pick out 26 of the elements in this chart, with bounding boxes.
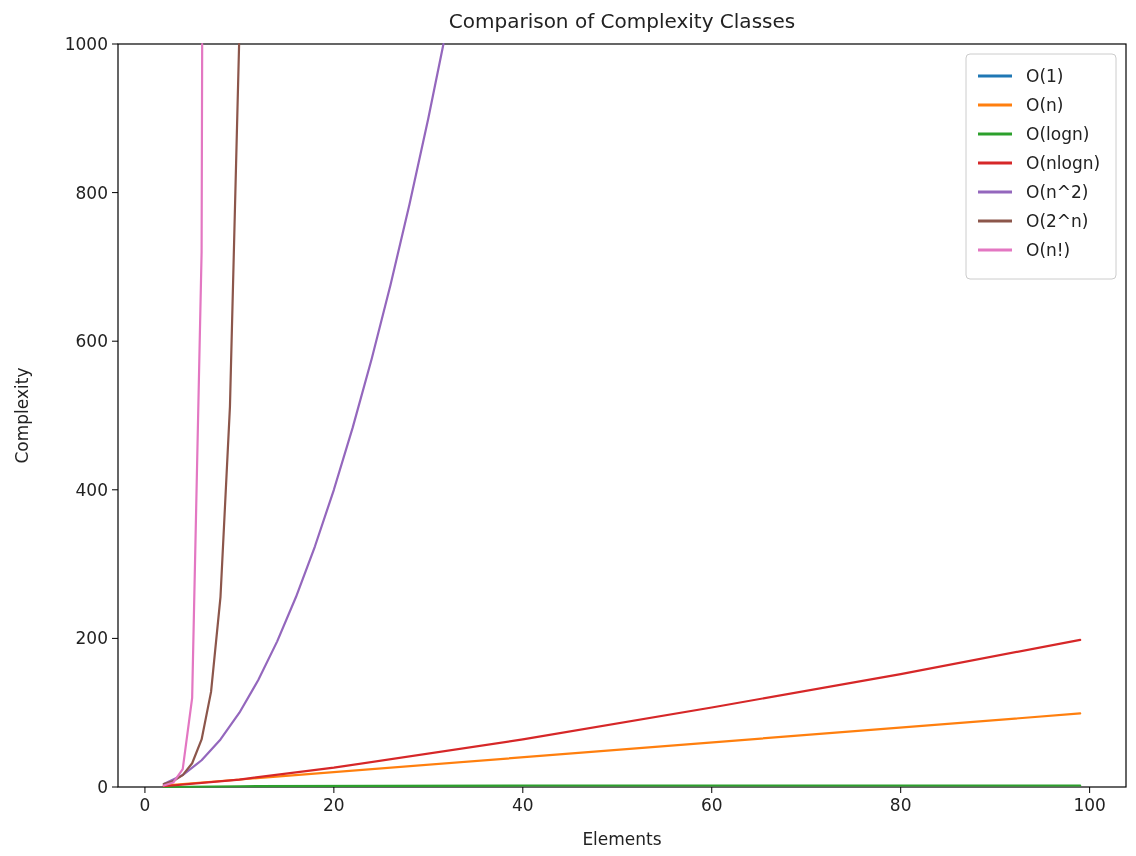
legend-label: O(nlogn) (1026, 153, 1101, 173)
line-series (162, 42, 204, 787)
y-tick-label: 1000 (64, 34, 108, 54)
x-tick-label: 60 (700, 795, 723, 815)
line-series (162, 42, 241, 786)
legend-label: O(n!) (1026, 240, 1071, 260)
x-tick-label: 100 (1073, 795, 1106, 815)
chart-title: Comparison of Complexity Classes (448, 9, 796, 33)
x-tick-label: 80 (889, 795, 912, 815)
x-axis-title: Elements (582, 829, 662, 849)
y-tick-label: 800 (75, 182, 108, 203)
legend-label: O(1) (1026, 66, 1064, 86)
line-series (162, 638, 1082, 788)
legend-label: O(2^n) (1026, 211, 1089, 231)
y-tick-label: 200 (75, 628, 108, 649)
y-tick-label: 600 (75, 331, 108, 352)
y-axis-title: Complexity (12, 367, 32, 464)
x-tick-label: 0 (139, 795, 151, 815)
line-series (162, 42, 445, 786)
y-tick-label: 0 (97, 777, 108, 797)
legend-label: O(n^2) (1026, 182, 1089, 202)
x-tick-label: 20 (323, 795, 345, 815)
legend-label: O(n) (1026, 95, 1064, 115)
legend-label: O(logn) (1026, 124, 1090, 144)
x-tick-label: 40 (511, 795, 534, 815)
y-tick-label: 400 (75, 479, 108, 500)
